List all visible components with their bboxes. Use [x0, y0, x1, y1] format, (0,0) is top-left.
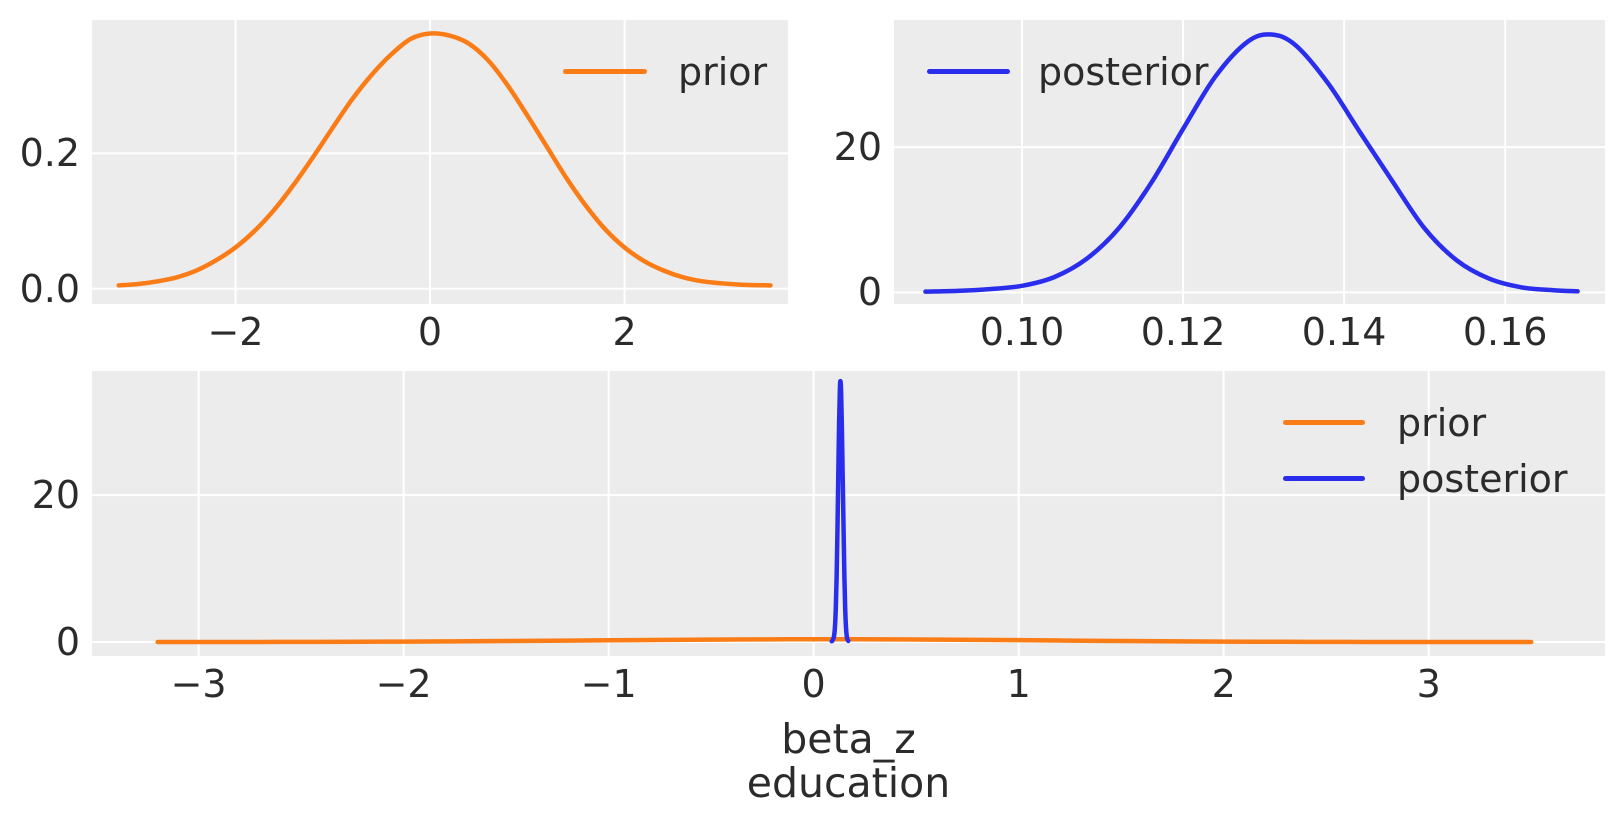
x-tick-label: −2 — [207, 310, 264, 354]
y-tick-label: 0.2 — [19, 131, 80, 176]
x-tick-label: 0 — [801, 662, 826, 706]
legend-line-prior — [563, 69, 647, 74]
legend-label-prior: prior — [1397, 401, 1487, 446]
legend-label-prior: prior — [678, 50, 768, 95]
prior-curve — [116, 31, 773, 288]
y-tick-label: 0 — [857, 270, 882, 315]
x-tick-label: −1 — [580, 662, 637, 706]
y-tick-label: 20 — [833, 125, 882, 170]
y-tick-label: 20 — [31, 473, 80, 518]
x-tick-label: −3 — [170, 662, 227, 706]
x-tick-label: 0.10 — [979, 310, 1065, 354]
axes-posterior-marginal — [894, 20, 1605, 304]
plot-posterior-marginal — [894, 20, 1605, 304]
plot-prior-posterior-overlay — [92, 371, 1605, 656]
y-tick-label: 0.0 — [19, 266, 80, 311]
x-tick-label: 0 — [417, 310, 443, 354]
x-tick-label: 3 — [1416, 662, 1441, 706]
x-tick-label: 0.14 — [1301, 310, 1387, 354]
y-tick-label: 0 — [55, 620, 80, 665]
legend-label-posterior: posterior — [1038, 50, 1209, 95]
axes-prior-posterior-overlay — [92, 371, 1605, 656]
posterior-curve — [829, 378, 851, 644]
x-tick-label: −2 — [375, 662, 432, 706]
x-tick-label: 2 — [612, 310, 637, 354]
legend-line-prior — [1283, 420, 1365, 425]
legend-line-posterior — [1283, 476, 1365, 481]
plot-prior-marginal — [92, 20, 788, 304]
legend-label-posterior: posterior — [1397, 457, 1568, 502]
x-tick-label: 0.16 — [1462, 310, 1548, 354]
legend-line-posterior — [927, 69, 1010, 74]
x-tick-label: 0.12 — [1140, 310, 1226, 354]
axes-prior-marginal — [92, 20, 788, 304]
x-axis-label-line1: beta_z — [781, 715, 916, 763]
posterior-curve — [923, 32, 1580, 294]
x-tick-label: 2 — [1211, 662, 1236, 706]
x-tick-label: 1 — [1006, 662, 1031, 706]
x-axis-label-line2: education — [746, 759, 951, 807]
